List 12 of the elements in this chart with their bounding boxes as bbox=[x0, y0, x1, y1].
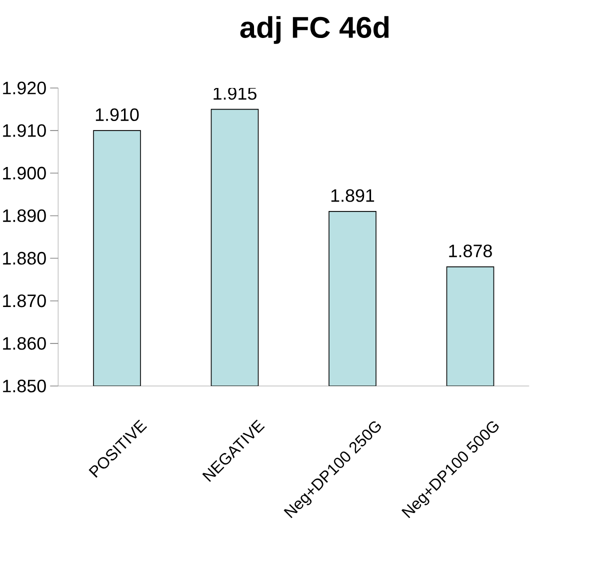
y-tick-label: 1.860 bbox=[3, 337, 46, 350]
y-tick-label: 1.880 bbox=[3, 252, 46, 265]
y-tick-label: 1.870 bbox=[3, 294, 46, 308]
y-tick-label: 1.920 bbox=[3, 82, 46, 94]
data-label: 1.910 bbox=[96, 108, 139, 122]
y-tick-label: 1.910 bbox=[3, 124, 46, 137]
y-tick-label: 1.900 bbox=[3, 166, 46, 180]
y-tick-label: 1.890 bbox=[3, 209, 46, 222]
data-label: 1.891 bbox=[331, 189, 374, 202]
y-tick-label: 1.850 bbox=[3, 380, 46, 392]
chart-title: adj FC 46d bbox=[240, 16, 389, 44]
data-label: 1.878 bbox=[449, 244, 492, 258]
